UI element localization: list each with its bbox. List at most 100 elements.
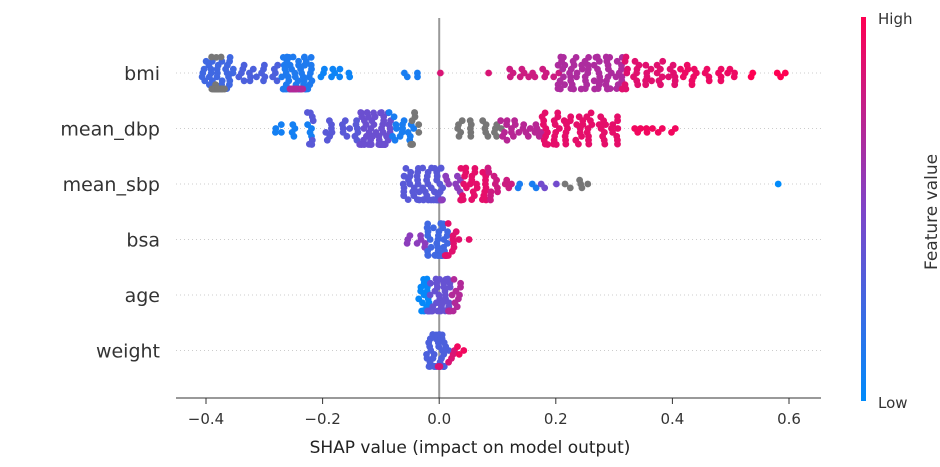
shap-dot-mean_sbp	[503, 176, 511, 184]
colorbar-gradient	[861, 17, 866, 401]
shap-dot-mean_dbp	[503, 117, 511, 125]
shap-dot-bmi	[679, 73, 687, 81]
shap-dot-mean_dbp	[390, 113, 398, 121]
shap-dot-mean_sbp	[442, 172, 450, 180]
shap-dot-weight	[425, 363, 433, 370]
shap-dot-weight	[435, 331, 443, 338]
shap-dot-mean_sbp	[541, 184, 549, 192]
shap-dot-bmi	[240, 77, 248, 85]
shap-dot-bmi	[200, 65, 208, 73]
shap-dot-bmi	[283, 53, 291, 61]
shap-dot-bmi	[246, 77, 254, 85]
shap-dot-bmi	[274, 61, 282, 69]
shap-dot-bmi	[214, 85, 222, 93]
shap-dot-bmi	[281, 85, 289, 93]
shap-dot-mean_dbp	[575, 140, 582, 148]
shap-dot-mean_dbp	[552, 141, 560, 148]
shap-dot-mean_sbp	[576, 176, 583, 184]
feature-label-mean_sbp: mean_sbp	[63, 174, 160, 196]
shap-dot-bmi	[578, 61, 586, 69]
shap-dot-bmi	[781, 69, 789, 77]
shap-dot-mean_sbp	[424, 196, 432, 204]
shap-dot-bmi	[703, 65, 711, 73]
shap-dot-bmi	[671, 81, 679, 89]
shap-dot-bmi	[253, 73, 260, 81]
shap-dot-mean_dbp	[535, 132, 543, 140]
shap-dot-mean_sbp	[484, 164, 492, 172]
shap-dot-mean_dbp	[560, 117, 568, 125]
shap-dot-mean_dbp	[562, 140, 570, 148]
shap-dot-bmi	[602, 53, 610, 61]
shap-dot-mean_sbp	[514, 184, 522, 192]
shap-dot-mean_dbp	[602, 121, 609, 128]
shap-dot-bmi	[518, 65, 526, 73]
shap-dot-bmi	[329, 65, 337, 73]
shap-dot-bmi	[317, 73, 325, 81]
shap-dot-bsa	[417, 232, 424, 240]
x-tick-label: −0.2	[304, 410, 340, 428]
shap-dot-bmi	[301, 53, 308, 61]
shap-dot-mean_dbp	[357, 109, 365, 116]
shap-dot-mean_dbp	[668, 129, 675, 136]
shap-dot-bmi	[603, 85, 611, 93]
shap-dot-mean_dbp	[587, 117, 594, 125]
shap-dot-mean_dbp	[511, 117, 518, 125]
shap-dot-mean_dbp	[479, 117, 487, 125]
shap-dot-age	[457, 279, 464, 287]
shap-dot-mean_dbp	[467, 132, 475, 140]
shap-dot-mean_dbp	[371, 113, 379, 121]
shap-dot-mean_dbp	[497, 117, 505, 125]
shap-dot-bmi	[590, 77, 598, 85]
shap-dot-mean_sbp	[400, 172, 408, 180]
shap-dot-mean_dbp	[393, 125, 400, 132]
shap-dot-bmi	[217, 53, 225, 61]
shap-dot-bmi	[437, 69, 444, 77]
shap-dot-mean_dbp	[458, 117, 466, 125]
shap-dot-mean_dbp	[385, 109, 393, 116]
shap-dot-mean_sbp	[438, 196, 446, 204]
shap-dot-mean_dbp	[614, 125, 622, 132]
shap-dot-bmi	[208, 53, 216, 61]
shap-dot-weight	[429, 331, 437, 338]
shap-dot-bsa	[413, 240, 421, 247]
shap-dot-mean_sbp	[419, 164, 427, 172]
shap-dot-mean_sbp	[508, 180, 515, 188]
shap-dot-bmi	[596, 77, 604, 85]
shap-dot-mean_sbp	[404, 196, 412, 204]
shap-dot-bmi	[669, 61, 677, 69]
shap-dot-mean_dbp	[272, 129, 279, 136]
shap-dot-bmi	[240, 61, 248, 69]
shap-dot-mean_dbp	[363, 109, 371, 116]
shap-dot-weight	[445, 358, 452, 366]
shap-dot-bmi	[618, 85, 626, 93]
shap-dot-bmi	[705, 77, 713, 85]
shap-dot-mean_dbp	[609, 121, 617, 128]
shap-dot-mean_dbp	[328, 129, 336, 136]
shap-dot-bsa	[434, 243, 442, 251]
shap-dot-bmi	[307, 61, 315, 69]
shap-dot-bmi	[634, 81, 642, 89]
shap-dot-bmi	[278, 73, 286, 81]
shap-dot-mean_sbp	[578, 184, 586, 192]
shap-dot-bsa	[430, 224, 437, 232]
shap-dot-age	[448, 291, 456, 299]
shap-dot-bmi	[730, 73, 738, 81]
shap-dot-bsa	[455, 236, 463, 243]
colorbar-title: Feature value	[922, 154, 940, 270]
shap-dot-mean_dbp	[400, 117, 408, 125]
shap-dot-bmi	[557, 85, 564, 93]
shap-dot-mean_sbp	[468, 196, 476, 204]
shap-dot-bmi	[403, 73, 411, 81]
x-tick-label: 0.6	[777, 410, 801, 428]
shap-dot-mean_sbp	[400, 192, 408, 200]
shap-dot-mean_dbp	[532, 121, 540, 128]
shap-dot-weight	[455, 351, 463, 358]
shap-dot-mean_dbp	[520, 121, 528, 128]
shap-dot-weight	[440, 339, 448, 347]
shap-dot-mean_sbp	[454, 172, 461, 180]
shap-dot-bmi	[328, 73, 335, 81]
shap-dot-mean_dbp	[379, 141, 387, 148]
shap-dot-mean_sbp	[561, 180, 569, 188]
shap-dot-mean_dbp	[290, 132, 298, 140]
shap-dot-mean_dbp	[323, 136, 331, 144]
